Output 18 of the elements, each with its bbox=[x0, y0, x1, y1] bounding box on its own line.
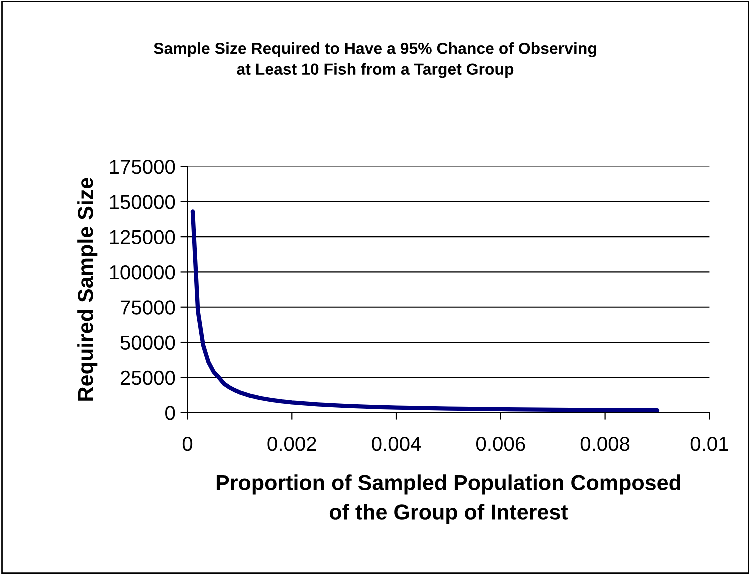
y-tick-label: 150000 bbox=[110, 195, 176, 210]
x-tick-label: 0 bbox=[182, 436, 193, 452]
y-tick-label: 125000 bbox=[110, 230, 176, 245]
y-tick-label: 0 bbox=[166, 406, 176, 420]
line-series bbox=[190, 210, 660, 413]
x-axis-title: Proportion of Sampled Population Composed of the Group of Interest bbox=[216, 474, 681, 524]
y-tick-label: 50000 bbox=[120, 336, 176, 350]
chart-title: Sample Size Required to Have a 95% Chance of Observing at Least 10 Fish from a Target Group bbox=[154, 42, 596, 78]
x-tick-label: 0.002 bbox=[268, 436, 316, 452]
y-axis-title: Required Sample Size bbox=[78, 178, 98, 401]
x-tick-label: 0.008 bbox=[580, 436, 630, 452]
x-tick-label: 0.006 bbox=[476, 436, 526, 452]
x-tick-label: 0.01 bbox=[690, 436, 728, 452]
y-tick-label: 175000 bbox=[110, 160, 176, 174]
y-tick-label: 75000 bbox=[120, 300, 176, 315]
y-tick-label: 25000 bbox=[120, 370, 176, 386]
x-tick-label: 0.004 bbox=[372, 436, 422, 452]
y-tick-label: 100000 bbox=[110, 265, 176, 280]
